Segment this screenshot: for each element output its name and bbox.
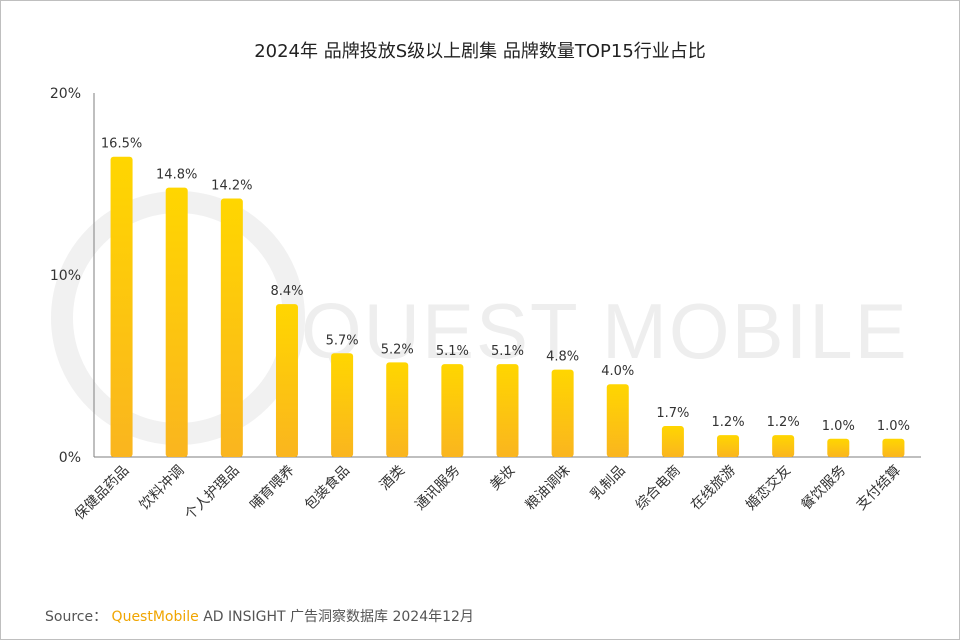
bar-value-label: 1.7% <box>656 406 689 421</box>
bar-value-label: 14.2% <box>211 179 252 194</box>
bar-chart: 0% 10% 20% 16.5% 保健品药品 14.8% 饮料冲调 14.2% 个人护理品 8.4… <box>50 86 921 524</box>
bar <box>496 364 519 457</box>
bar <box>606 384 629 457</box>
bar <box>165 187 188 457</box>
bar-value-label: 5.1% <box>491 344 524 359</box>
source-note: Source： QuestMobile AD INSIGHT 广告洞察数据库 2… <box>45 606 474 626</box>
bar-value-label: 1.0% <box>822 419 855 434</box>
bar-value-label: 14.8% <box>156 168 197 183</box>
x-tick-label: 在线旅游 <box>688 463 739 514</box>
bar-value-label: 16.5% <box>101 137 142 152</box>
y-tick-label: 0% <box>59 450 81 466</box>
bar-value-label: 1.2% <box>712 415 745 430</box>
bar <box>331 353 354 457</box>
y-tick-label: 10% <box>50 268 81 284</box>
x-tick-label: 通讯服务 <box>412 463 463 514</box>
bar-value-label: 1.0% <box>877 419 910 434</box>
source-prefix: Source： <box>45 609 108 625</box>
bar <box>717 435 740 457</box>
bar <box>551 369 574 457</box>
x-tick-label: 支付结算 <box>853 463 904 514</box>
x-tick-label: 综合电商 <box>633 463 684 514</box>
source-brand: QuestMobile <box>111 609 199 625</box>
bar <box>275 304 298 457</box>
x-tick-label: 饮料冲调 <box>137 463 188 514</box>
x-tick-label: 粮油调味 <box>523 463 574 514</box>
x-tick-label: 哺育喂养 <box>247 463 298 514</box>
bar-value-label: 5.7% <box>326 333 359 348</box>
bar <box>110 156 133 457</box>
bar <box>772 435 795 457</box>
bar-value-label: 4.0% <box>601 364 634 379</box>
x-tick-label: 婚恋交友 <box>742 462 794 514</box>
y-tick-label: 20% <box>50 86 81 102</box>
chart-title: 2024年 品牌投放S级以上剧集 品牌数量TOP15行业占比 <box>254 41 706 62</box>
x-tick-label: 酒类 <box>377 463 408 494</box>
x-tick-label: 保健品药品 <box>72 463 133 524</box>
x-tick-label: 美妆 <box>487 463 518 494</box>
bar <box>441 364 464 457</box>
bar <box>386 362 409 457</box>
bar <box>220 198 243 457</box>
bar <box>827 438 850 457</box>
bar-value-label: 4.8% <box>546 350 579 365</box>
bar <box>661 426 684 457</box>
bar-value-label: 1.2% <box>767 415 800 430</box>
source-rest: AD INSIGHT 广告洞察数据库 2024年12月 <box>203 609 474 625</box>
x-tick-label: 乳制品 <box>588 463 629 504</box>
bar-value-label: 8.4% <box>270 284 303 299</box>
x-tick-label: 个人护理品 <box>182 463 243 524</box>
watermark-text: QUEST MOBILE <box>301 287 909 375</box>
bar <box>882 438 905 457</box>
x-tick-label: 餐饮服务 <box>798 463 849 514</box>
bar-value-label: 5.1% <box>436 344 469 359</box>
x-tick-label: 包装食品 <box>301 462 353 514</box>
bar-value-label: 5.2% <box>381 342 414 357</box>
